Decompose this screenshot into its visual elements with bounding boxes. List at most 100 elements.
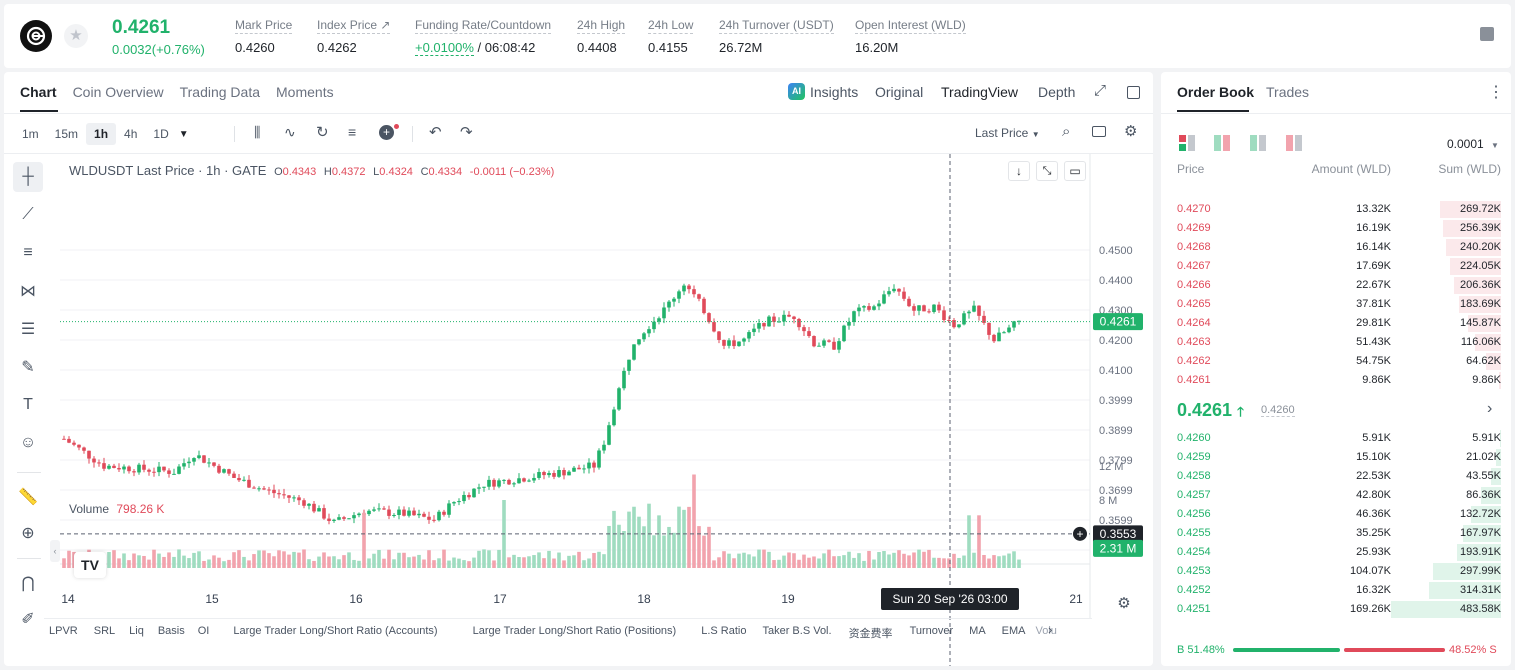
tab-coin-overview[interactable]: Coin Overview	[72, 84, 164, 100]
candlestick-chart[interactable]: 0.45000.44000.43000.42000.41000.39990.38…	[4, 154, 1153, 666]
magnet-tool-icon[interactable]: ⋂	[21, 575, 35, 592]
volume-bar	[857, 553, 861, 568]
ask-row[interactable]: 0.4270 13.32K 269.72K	[1161, 200, 1511, 219]
tf-4h[interactable]: 4h	[124, 127, 138, 141]
ind-basis[interactable]: Basis	[157, 625, 185, 637]
bid-row[interactable]: 0.4253 104.07K 297.99K	[1161, 562, 1511, 581]
ask-row[interactable]: 0.4262 54.75K 64.62K	[1161, 352, 1511, 371]
tab-moments[interactable]: Moments	[276, 84, 334, 100]
view-original[interactable]: Original	[875, 84, 924, 100]
collapse-toolbar-icon[interactable]: ‹	[50, 540, 60, 562]
notes-icon[interactable]	[1480, 27, 1494, 41]
fib-tool-icon[interactable]: ☰	[20, 321, 36, 338]
brush-tool-icon[interactable]: ✎	[21, 359, 35, 376]
favorite-star-icon[interactable]: ★	[64, 24, 88, 48]
lock-draw-tool-icon[interactable]: ✐	[21, 611, 35, 628]
crosshair-tool-icon[interactable]: ┼	[13, 162, 43, 192]
view-tradingview[interactable]: TradingView	[941, 84, 1019, 100]
ind-oi[interactable]: OI	[197, 625, 210, 637]
bid-row[interactable]: 0.4255 35.25K 167.97K	[1161, 524, 1511, 543]
insights-button[interactable]: Insights	[810, 84, 859, 100]
search-icon[interactable]: ⌕	[1062, 123, 1071, 140]
ind-funding-rate[interactable]: 资金费率	[848, 628, 893, 640]
volume-bar	[182, 555, 186, 568]
ask-row[interactable]: 0.4267 17.69K 224.05K	[1161, 257, 1511, 276]
precision-select[interactable]: 0.0001 ▼	[1447, 137, 1499, 151]
undo-icon[interactable]: ↶	[429, 124, 442, 141]
ruler-tool-icon[interactable]: 📏	[18, 489, 38, 506]
tab-trading-data[interactable]: Trading Data	[179, 84, 261, 100]
ask-row[interactable]: 0.4268 16.14K 240.20K	[1161, 238, 1511, 257]
ind-large-trader-positions[interactable]: Large Trader Long/Short Ratio (Positions…	[472, 625, 677, 637]
add-indicator-icon[interactable]: +	[379, 125, 394, 140]
view-bids-icon[interactable]	[1250, 135, 1266, 151]
view-depth[interactable]: Depth	[1038, 84, 1076, 100]
chevron-right-icon[interactable]: ›	[1487, 400, 1493, 417]
indicators-icon[interactable]: ∿	[284, 124, 296, 140]
view-asks-icon[interactable]	[1286, 135, 1302, 151]
tf-15m[interactable]: 15m	[54, 127, 79, 141]
view-both-icon[interactable]	[1179, 135, 1195, 151]
bid-row[interactable]: 0.4252 16.32K 314.31K	[1161, 581, 1511, 600]
ind-taker-bs-vol[interactable]: Taker B.S Vol.	[762, 625, 832, 637]
divider	[4, 153, 1153, 154]
candle-body	[497, 480, 501, 487]
zoom-in-tool-icon[interactable]: ⊕	[21, 525, 35, 542]
stat-index-price[interactable]: Index Price ↗ 0.4262	[317, 18, 391, 55]
bid-row[interactable]: 0.4260 5.91K 5.91K	[1161, 429, 1511, 448]
volume-bar	[922, 551, 926, 568]
more-options-icon[interactable]: ⋮	[1488, 84, 1504, 101]
tf-1h[interactable]: 1h	[86, 123, 117, 145]
bid-row[interactable]: 0.4254 25.93K 193.91K	[1161, 543, 1511, 562]
ask-row[interactable]: 0.4264 29.81K 145.87K	[1161, 314, 1511, 333]
ind-ema[interactable]: EMA	[1001, 625, 1026, 637]
tab-trades[interactable]: Trades	[1266, 84, 1310, 100]
settings-gear-icon[interactable]: ⚙	[1124, 123, 1138, 140]
tab-chart[interactable]: Chart	[20, 84, 57, 100]
tf-1m[interactable]: 1m	[22, 127, 39, 141]
ind-srl[interactable]: SRL	[93, 625, 116, 637]
bid-row[interactable]: 0.4259 15.10K 21.02K	[1161, 448, 1511, 467]
bid-row[interactable]: 0.4256 46.36K 132.72K	[1161, 505, 1511, 524]
volume-bar	[62, 558, 66, 568]
bid-row[interactable]: 0.4257 42.80K 86.36K	[1161, 486, 1511, 505]
templates-icon[interactable]: ≡	[348, 124, 357, 140]
collapse-pane-icon[interactable]: ⤡	[1036, 161, 1058, 181]
ask-row[interactable]: 0.4269 16.19K 256.39K	[1161, 219, 1511, 238]
ask-row[interactable]: 0.4265 37.81K 183.69K	[1161, 295, 1511, 314]
ask-row[interactable]: 0.4266 22.67K 206.36K	[1161, 276, 1511, 295]
price-type-select[interactable]: Last Price ▼	[975, 126, 1040, 140]
ind-turnover[interactable]: Turnover	[909, 625, 954, 637]
pattern-tool-icon[interactable]: ⋈	[20, 283, 36, 300]
bid-row[interactable]: 0.4258 22.53K 43.55K	[1161, 467, 1511, 486]
maximize-pane-icon[interactable]: ▭	[1064, 161, 1086, 181]
ind-lpvr[interactable]: LPVR	[49, 625, 78, 637]
chart-tabs: Chart Coin Overview Trading Data Moments	[20, 84, 350, 102]
camera-icon[interactable]	[1092, 126, 1106, 137]
timeframe-dropdown-icon[interactable]: ▼	[178, 128, 189, 140]
tab-order-book[interactable]: Order Book	[1177, 84, 1255, 100]
ask-row[interactable]: 0.4261 9.86K 9.86K	[1161, 371, 1511, 390]
bid-row[interactable]: 0.4251 169.26K 483.58K	[1161, 600, 1511, 619]
fullscreen-icon[interactable]: ⤢	[1094, 82, 1107, 99]
ask-row[interactable]: 0.4263 51.43K 116.06K	[1161, 333, 1511, 352]
redo-icon[interactable]: ↷	[460, 124, 473, 141]
ind-volume[interactable]: Volu	[1035, 625, 1057, 637]
compare-icon[interactable]: ↻	[316, 124, 329, 141]
candle-type-icon[interactable]: ⫼	[254, 124, 261, 140]
candle-body	[517, 478, 521, 484]
ind-ma[interactable]: MA	[969, 625, 986, 637]
candle-body	[157, 466, 161, 473]
window-icon[interactable]	[1127, 86, 1140, 99]
horizontal-lines-tool-icon[interactable]: ≡	[23, 244, 33, 261]
emoji-tool-icon[interactable]: ☺	[19, 434, 37, 451]
ind-liq[interactable]: Liq	[129, 625, 144, 637]
tf-1d[interactable]: 1D	[153, 127, 169, 141]
scroll-down-icon[interactable]: ↓	[1008, 161, 1030, 181]
indicator-scroll-right-icon[interactable]: ›	[1048, 622, 1053, 637]
text-tool-icon[interactable]: T	[23, 396, 33, 413]
trend-line-tool-icon[interactable]: ⟋	[22, 206, 34, 223]
ind-ls-ratio[interactable]: L.S Ratio	[701, 625, 747, 637]
ind-large-trader-accounts[interactable]: Large Trader Long/Short Ratio (Accounts)	[233, 625, 438, 637]
view-split-icon[interactable]	[1214, 135, 1230, 151]
